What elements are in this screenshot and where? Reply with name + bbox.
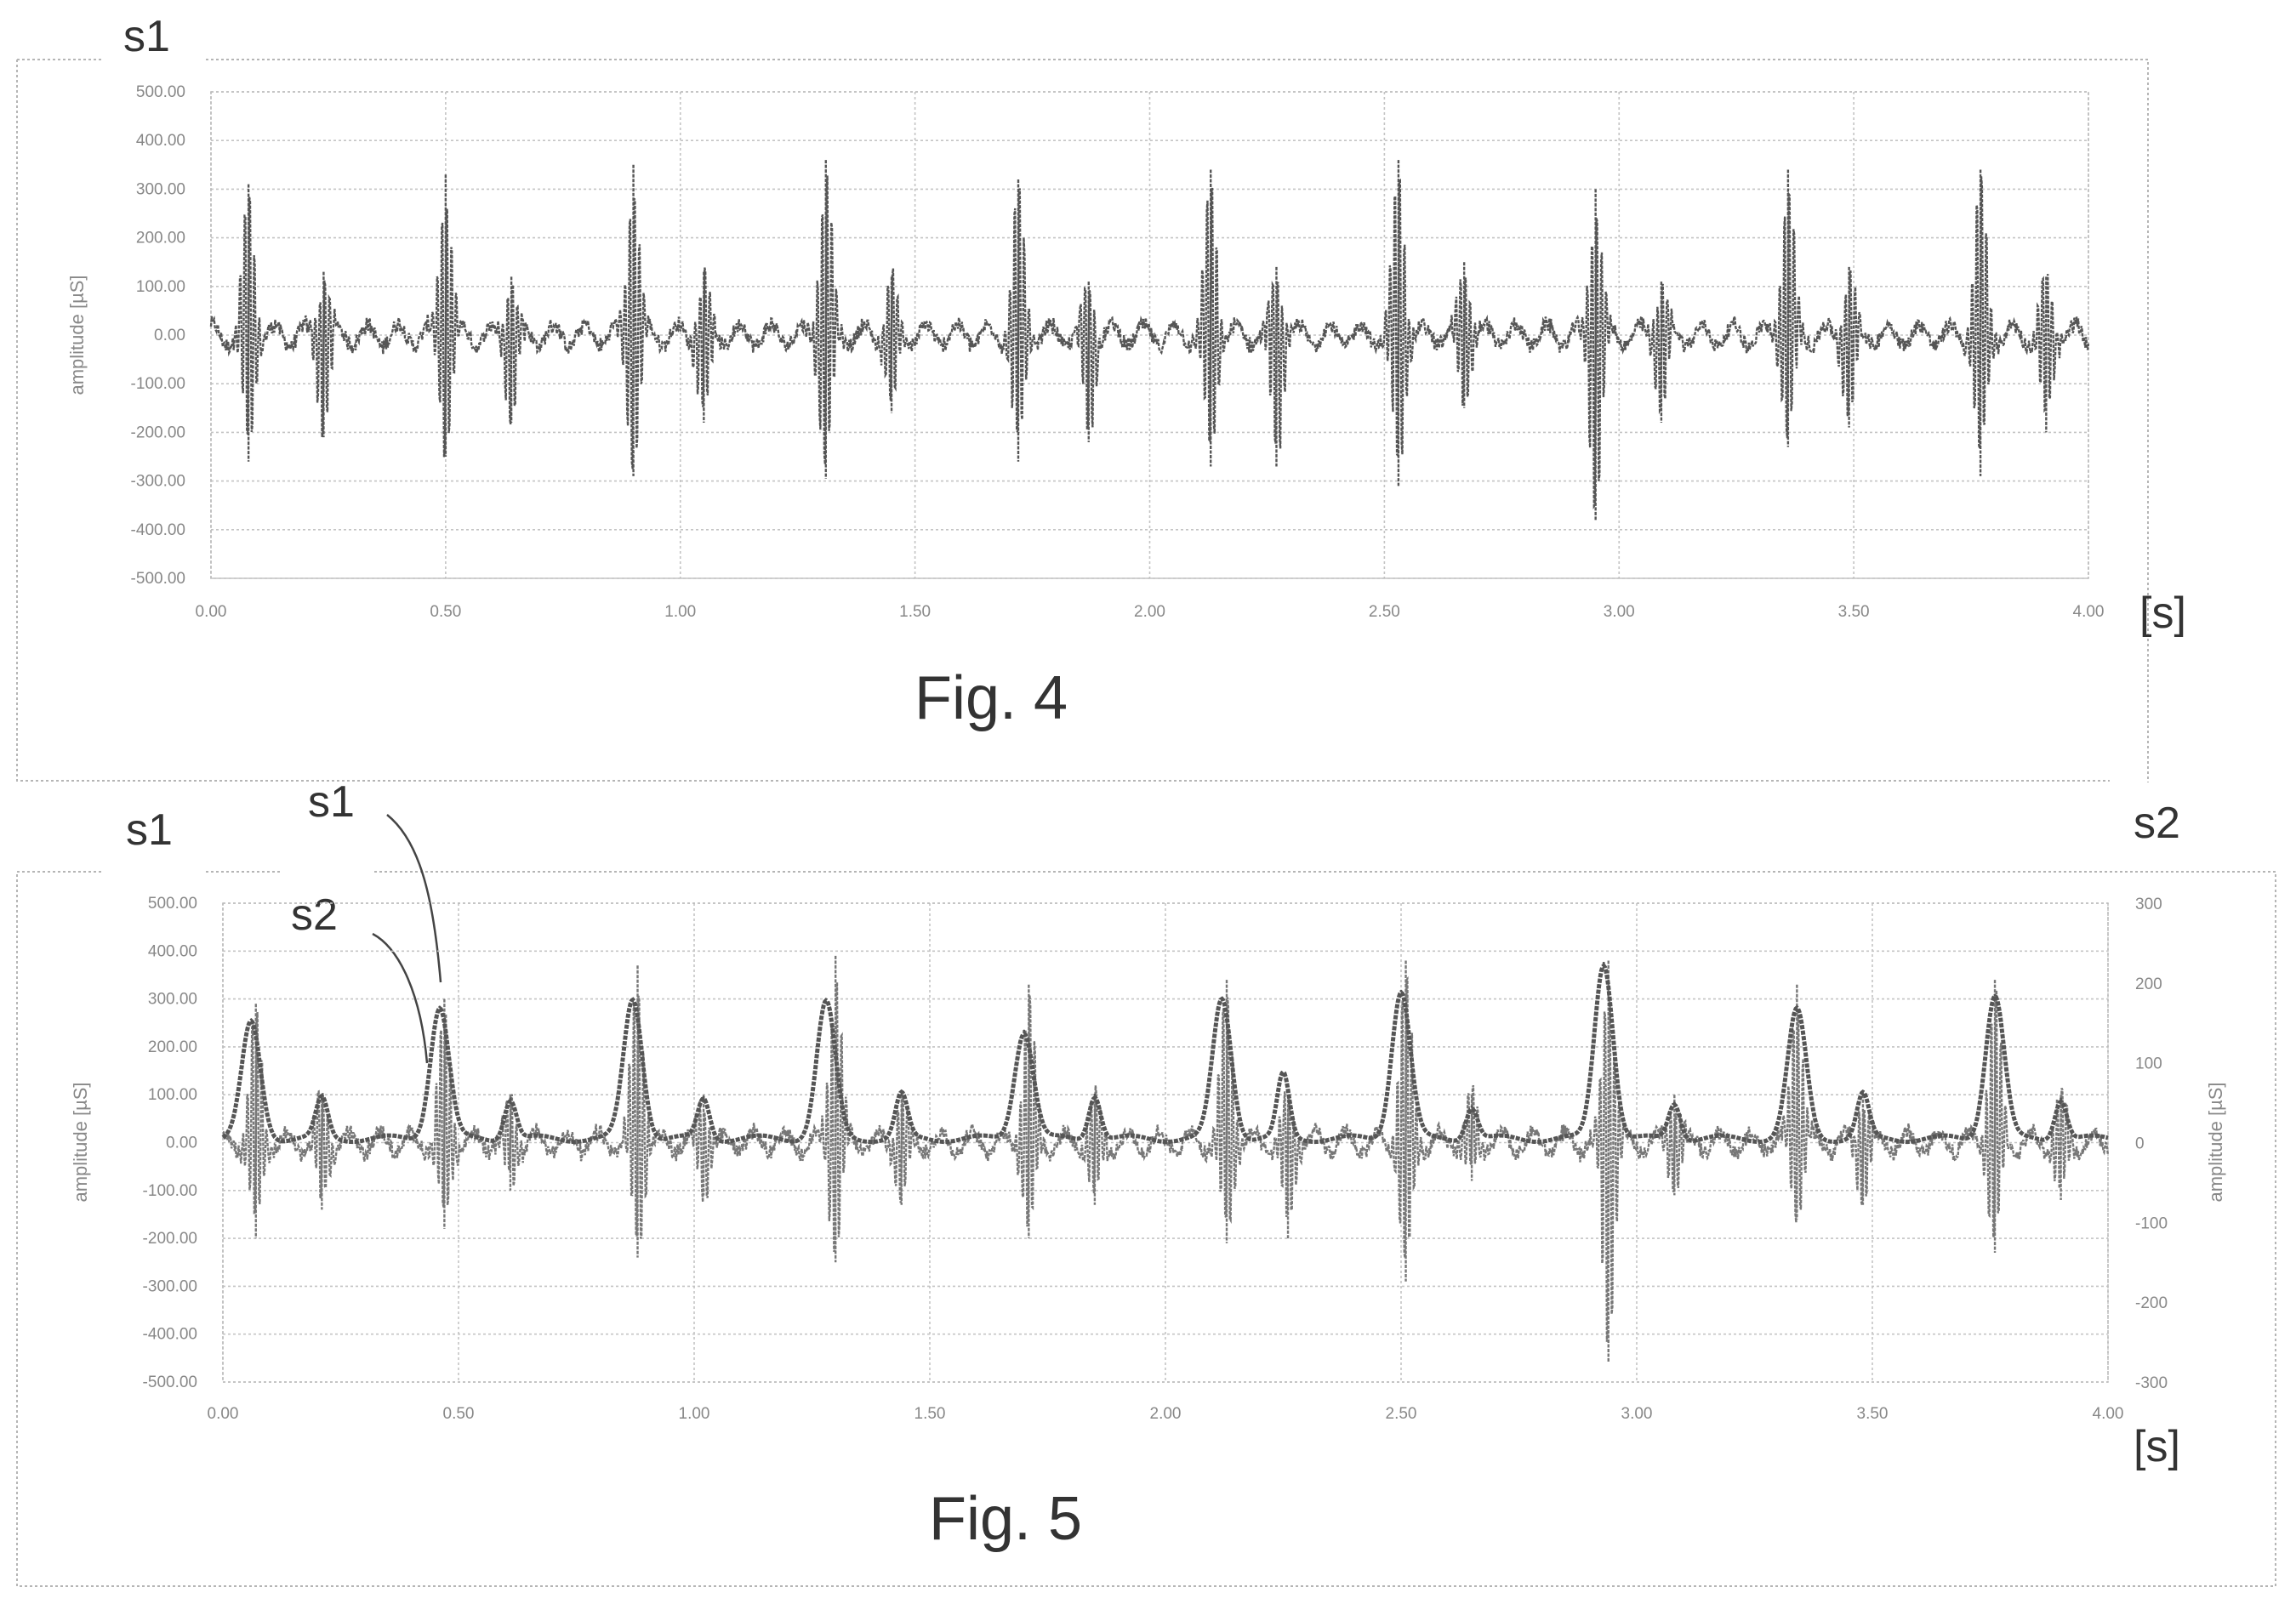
series-s1 <box>209 160 2090 520</box>
peak-point <box>631 998 635 1001</box>
peak-point <box>1602 961 1605 964</box>
y2-tick-label: -300 <box>2135 1374 2168 1392</box>
y-tick-label: 200.00 <box>148 1038 197 1056</box>
y2-tick-label: -100 <box>2135 1214 2168 1232</box>
y-tick-label: -100.00 <box>143 1182 197 1200</box>
x-tick-label: 2.00 <box>1150 1405 1182 1423</box>
x-tick-label: 4.00 <box>2073 603 2105 621</box>
x-tick-label: 4.00 <box>2093 1405 2124 1423</box>
peak-point <box>1093 1093 1097 1096</box>
x-tick-label: 1.50 <box>914 1405 946 1423</box>
y-tick-label: 300.00 <box>148 991 197 1009</box>
peak-point <box>702 1097 705 1101</box>
x-tick-label: 2.50 <box>1386 1405 1417 1423</box>
figure-5-frame <box>16 871 2276 1587</box>
x-tick-label: 3.00 <box>1604 603 1635 621</box>
peak-point <box>1470 1105 1473 1108</box>
peak-point <box>509 1097 512 1101</box>
y-tick-label: 500.00 <box>148 895 197 913</box>
y2-tick-label: 200 <box>2135 975 2162 993</box>
y-tick-label: -200.00 <box>143 1230 197 1248</box>
y2-tick-label: 300 <box>2135 896 2162 913</box>
peak-point <box>320 1097 323 1101</box>
peak-point <box>1672 1101 1676 1105</box>
fig4-left-series-label: s1 <box>123 12 170 61</box>
fig5-plot-area: 0.00 0.50 1.00 1.50 2.00 2.50 3.00 3.50 4.00 500.… <box>70 895 2226 1423</box>
y-tick-label: 400.00 <box>148 942 197 960</box>
fig5-callout-s2-leader <box>372 932 429 1064</box>
y-axis-label: amplitude [µS] <box>66 275 88 395</box>
series-line-s1 <box>209 175 2090 510</box>
peak-point <box>1399 989 1403 993</box>
x-tick-label: 0.50 <box>443 1405 475 1423</box>
peak-point <box>1795 1010 1798 1013</box>
y-tick-label: 100.00 <box>148 1086 197 1104</box>
peak-point <box>1023 1029 1026 1032</box>
x-tick-label: 0.50 <box>430 603 461 621</box>
peak-point <box>1993 993 1997 997</box>
y-tick-label: 100.00 <box>136 278 185 296</box>
figure-4-frame <box>16 59 2149 782</box>
y2-tick-label: 100 <box>2135 1055 2162 1073</box>
peak-point <box>2060 1097 2063 1101</box>
x-tick-label: 1.00 <box>664 603 696 621</box>
y2-tick-label: 0 <box>2135 1135 2145 1153</box>
peak-point <box>249 1021 253 1025</box>
series-line-s2 <box>221 962 2109 1145</box>
y-tick-label: 300.00 <box>136 180 185 198</box>
x-tick-label: 2.00 <box>1134 603 1165 621</box>
x-tick-label: 0.00 <box>196 603 227 621</box>
fig4-x-unit-label: [s] <box>2139 589 2186 638</box>
fig5-callout-s1: s1 <box>308 777 355 827</box>
y-tick-label: -400.00 <box>143 1326 197 1344</box>
x-tick-label: 1.50 <box>899 603 931 621</box>
fig5-callout-s1-leader <box>386 814 442 983</box>
x-tick-label: 3.50 <box>1838 603 1870 621</box>
y-tick-label: -100.00 <box>131 375 185 393</box>
peak-point <box>1220 998 1223 1001</box>
x-tick-label: 3.50 <box>1857 1405 1889 1423</box>
plot-frame <box>222 902 2109 1383</box>
fig4-plot-area: 0.00 0.50 1.00 1.50 2.00 2.50 3.00 3.50 4.00 500.… <box>66 83 2104 621</box>
x-tick-label: 0.00 <box>208 1405 239 1423</box>
fig4-caption: Fig. 4 <box>914 664 1068 732</box>
y2-tick-label: -200 <box>2135 1294 2168 1312</box>
y-tick-label: -500.00 <box>143 1374 197 1391</box>
figure-4: s1 [s] Fig. 4 0.00 0.50 1.00 1.50 2.00 2.50 3.… <box>16 12 2186 782</box>
y-tick-label: -300.00 <box>131 473 185 491</box>
x-tick-label: 1.00 <box>679 1405 710 1423</box>
peak-point <box>1861 1093 1865 1096</box>
y-tick-label: -200.00 <box>131 424 185 441</box>
y-tick-label: -300.00 <box>143 1277 197 1295</box>
y-axis-label: amplitude [µS] <box>70 1082 91 1202</box>
series-s2 <box>221 961 2109 1145</box>
x-tick-label: 3.00 <box>1621 1405 1653 1423</box>
peak-point <box>438 1005 442 1009</box>
peak-point <box>824 1001 828 1004</box>
fig5-right-series-label: s2 <box>2134 799 2180 848</box>
figure-5: s1 s2 [s] Fig. 5 s1 s2 0.00 0.50 1.00 1.50 2… <box>16 777 2276 1587</box>
plot-frame <box>210 91 2089 579</box>
peak-point <box>900 1093 903 1096</box>
y-tick-label: 0.00 <box>154 327 185 344</box>
y-tick-label: 200.00 <box>136 230 185 247</box>
fig5-callout-s2: s2 <box>291 890 338 940</box>
x-tick-label: 2.50 <box>1369 603 1400 621</box>
fig5-x-unit-label: [s] <box>2134 1422 2180 1471</box>
y-tick-label: 400.00 <box>136 132 185 150</box>
fig5-left-series-label: s1 <box>126 805 173 855</box>
y-tick-label: -400.00 <box>131 521 185 539</box>
y2-axis-label: amplitude [µS] <box>2205 1082 2226 1202</box>
y-tick-label: 0.00 <box>166 1135 197 1152</box>
fig5-caption: Fig. 5 <box>929 1485 1082 1553</box>
y-tick-label: -500.00 <box>131 570 185 588</box>
y-tick-label: 500.00 <box>136 83 185 101</box>
peak-point <box>1282 1073 1285 1077</box>
